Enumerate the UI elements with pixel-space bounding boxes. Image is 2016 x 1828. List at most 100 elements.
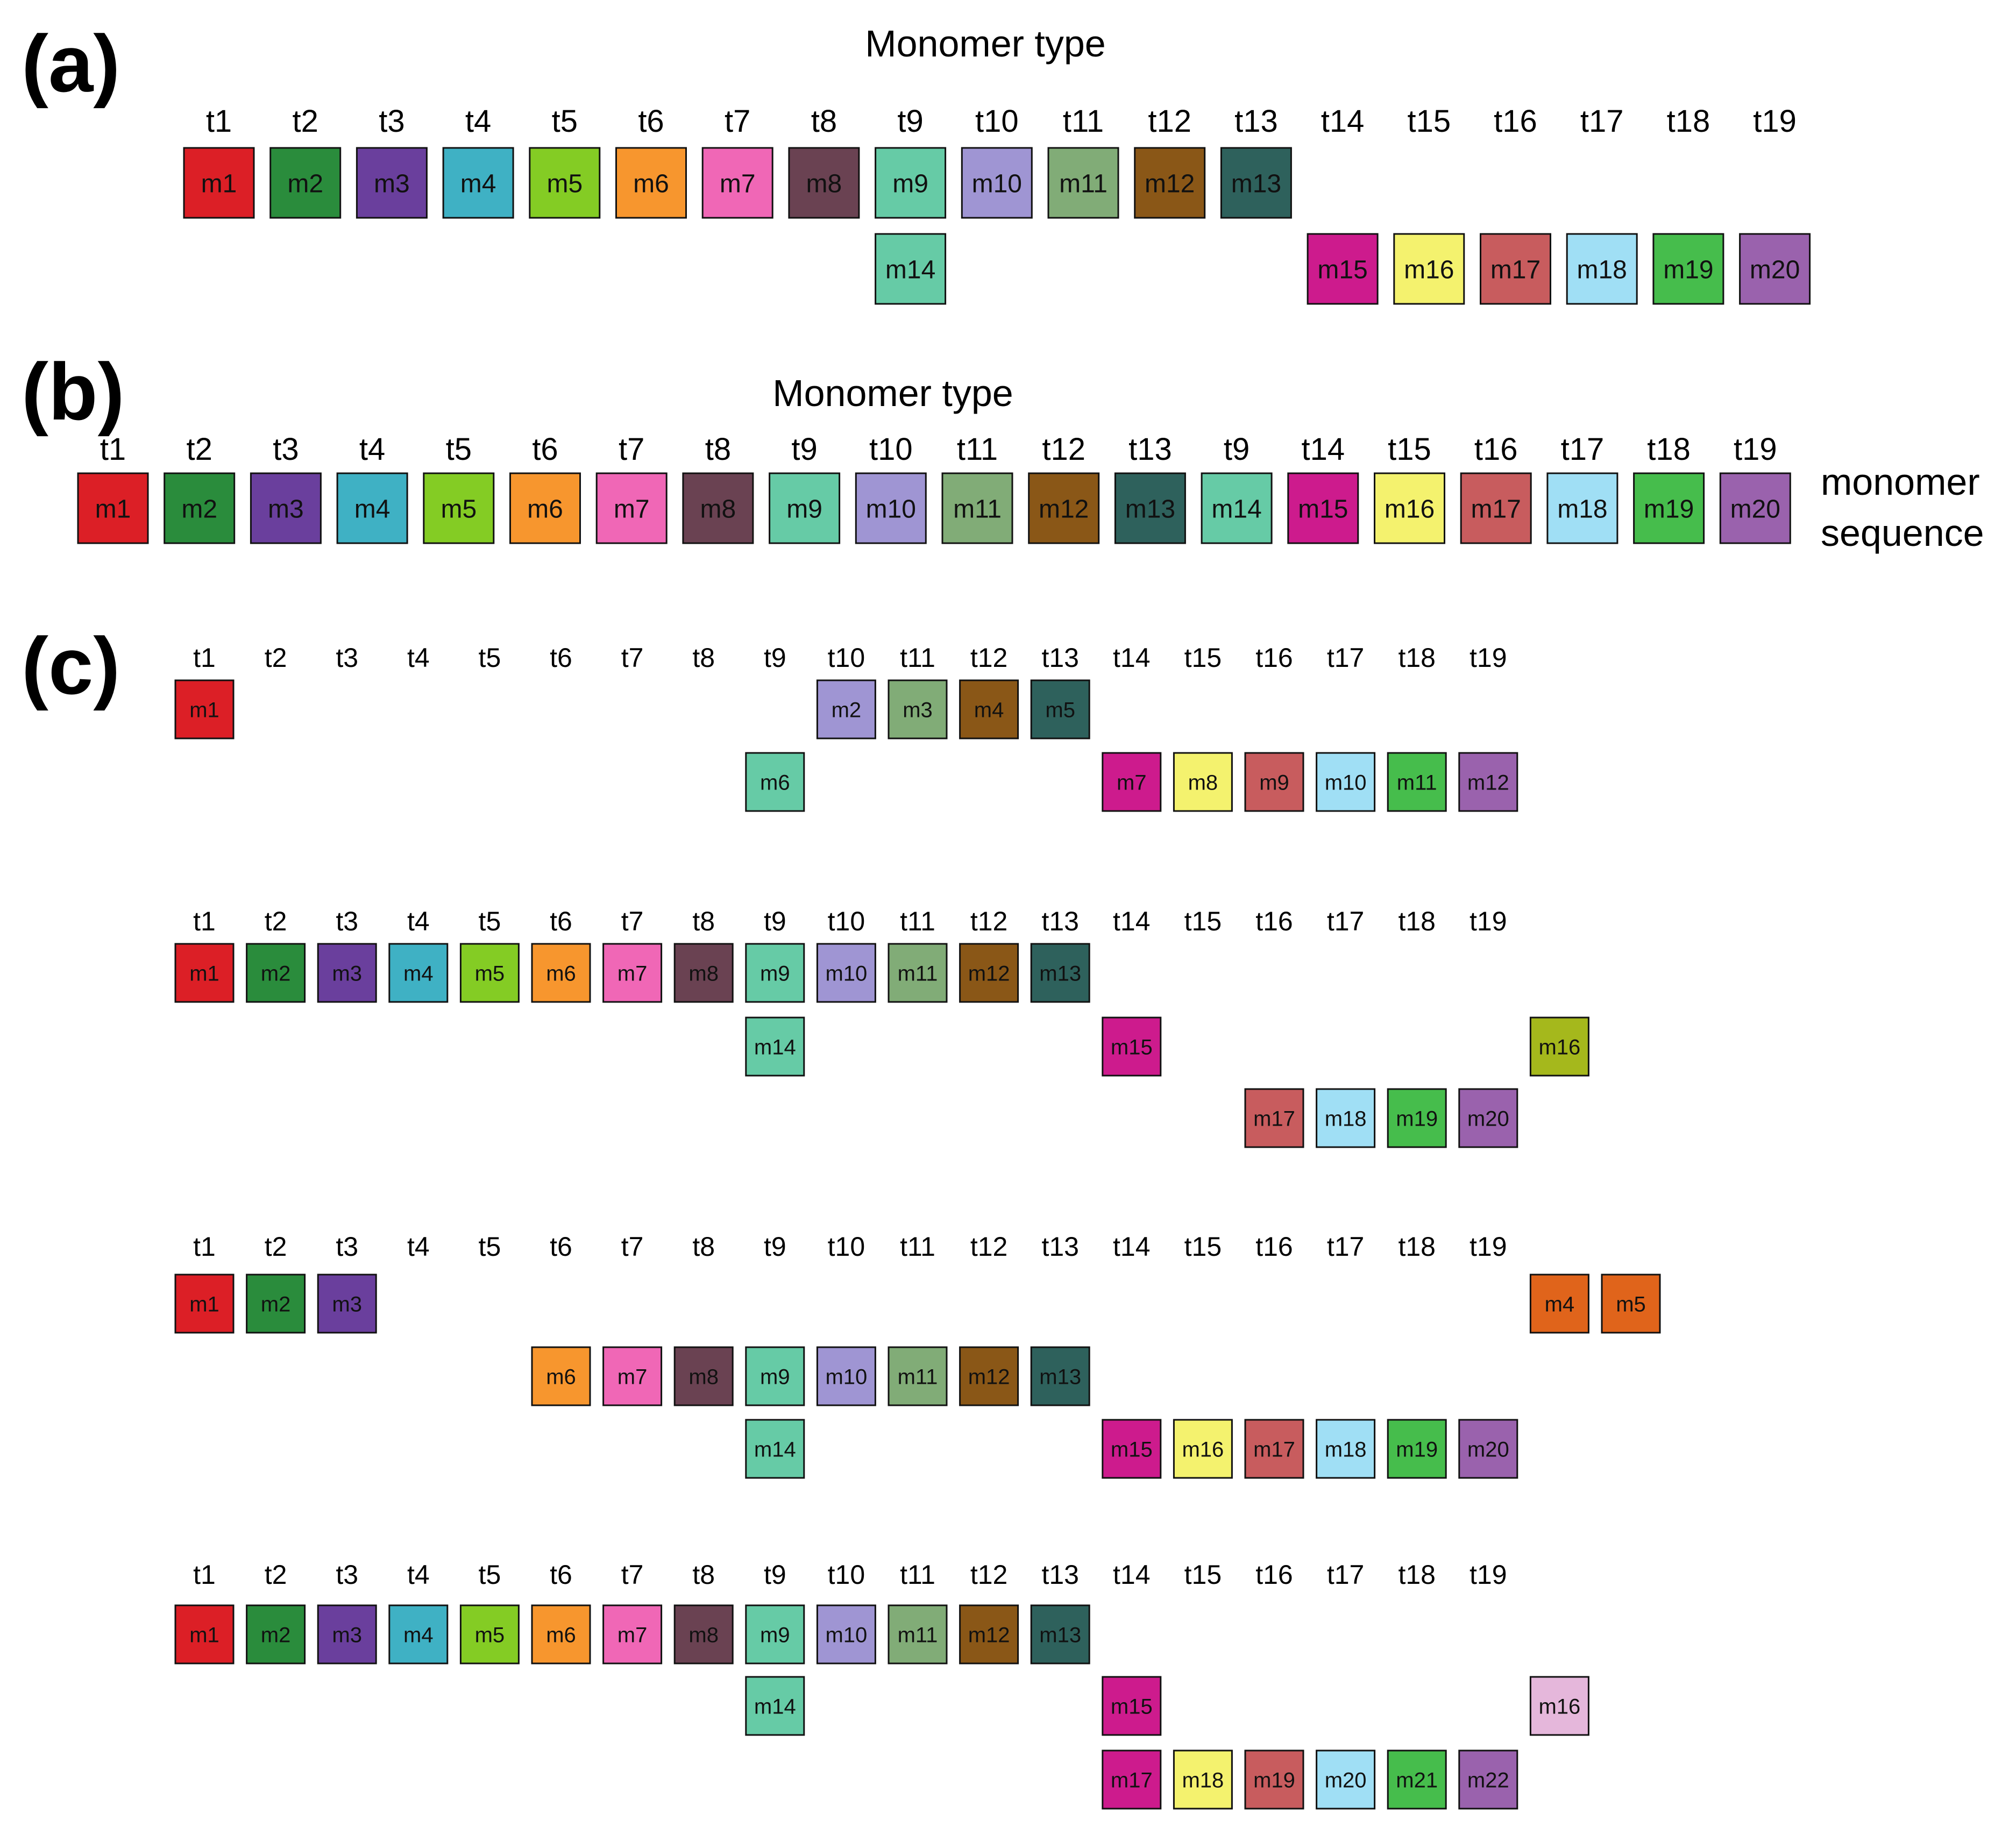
monomer-swatch	[1134, 147, 1206, 219]
monomer-label: m9	[892, 169, 928, 198]
monomer-swatch	[1458, 1419, 1518, 1479]
monomer-swatch	[1244, 1749, 1304, 1810]
monomer-swatch	[336, 472, 408, 544]
monomer-label: m7	[1117, 771, 1147, 794]
type-label: t16	[1255, 643, 1293, 673]
type-label: t8	[705, 432, 731, 467]
monomer-swatch	[1220, 147, 1292, 219]
monomer-label: m7	[720, 169, 756, 198]
type-label: t2	[265, 906, 287, 936]
monomer-label: m13	[1039, 962, 1081, 985]
monomer-box: m8	[673, 1604, 734, 1665]
monomer-swatch	[788, 147, 860, 219]
monomer-box: m11	[888, 1346, 948, 1406]
monomer-label: m7	[614, 495, 650, 523]
type-label: t18	[1667, 104, 1710, 139]
monomer-swatch	[1244, 1088, 1304, 1148]
monomer-swatch	[1393, 233, 1465, 305]
monomer-swatch	[317, 1274, 377, 1334]
monomer-label: m19	[1644, 495, 1694, 523]
monomer-label: m3	[903, 698, 933, 722]
monomer-swatch	[1030, 943, 1090, 1003]
type-label: t18	[1398, 906, 1436, 936]
monomer-label: m11	[1059, 169, 1108, 198]
type-label: t11	[900, 906, 935, 936]
monomer-label: m7	[617, 1365, 648, 1389]
monomer-box: m5	[1030, 679, 1090, 739]
type-label: t4	[465, 104, 491, 139]
monomer-swatch	[1102, 1749, 1162, 1810]
monomer-box: m11	[888, 943, 948, 1003]
monomer-box: m2	[246, 943, 306, 1003]
type-label: t19	[1470, 906, 1507, 936]
monomer-label: m6	[546, 1623, 576, 1647]
monomer-box: m14	[745, 1016, 805, 1077]
monomer-box: m15	[1102, 1419, 1162, 1479]
monomer-box: m1	[174, 679, 235, 739]
monomer-swatch	[246, 1604, 306, 1665]
monomer-label: m9	[760, 962, 790, 985]
monomer-label: m4	[403, 1623, 434, 1647]
monomer-swatch	[682, 472, 754, 544]
type-label: t9	[791, 432, 817, 467]
monomer-label: m15	[1298, 495, 1348, 523]
monomer-swatch	[529, 147, 601, 219]
monomer-swatch	[1633, 472, 1705, 544]
type-label: t5	[479, 906, 501, 936]
monomer-box: m13	[1030, 943, 1090, 1003]
monomer-swatch	[531, 1346, 591, 1406]
type-label: t2	[187, 432, 212, 467]
type-label: t15	[1184, 643, 1222, 673]
monomer-label: m2	[832, 698, 862, 722]
monomer-label: m1	[189, 698, 219, 722]
monomer-box: m15	[1307, 233, 1379, 305]
monomer-swatch	[317, 1604, 377, 1665]
monomer-swatch	[246, 943, 306, 1003]
monomer-label: m15	[1111, 1695, 1153, 1718]
monomer-row: m6 m7 m8 m9 m10 m11 m12	[745, 752, 1518, 812]
monomer-swatch	[183, 147, 255, 219]
monomer-box: m7	[602, 943, 663, 1003]
type-label: t17	[1327, 906, 1365, 936]
monomer-label: m10	[825, 962, 867, 985]
monomer-box: m22	[1458, 1749, 1518, 1810]
monomer-label: m8	[688, 1365, 719, 1389]
type-label: t12	[970, 643, 1008, 673]
monomer-swatch	[855, 472, 927, 544]
monomer-label: m14	[754, 1035, 796, 1059]
monomer-row: m14 m15 m16	[745, 1676, 1589, 1736]
monomer-label: m4	[460, 169, 496, 198]
monomer-swatch	[1719, 472, 1791, 544]
monomer-swatch	[959, 679, 1019, 739]
type-label: t14	[1301, 432, 1345, 467]
type-label: t11	[900, 1232, 935, 1262]
monomer-label: m13	[1231, 169, 1281, 198]
monomer-box: m3	[250, 472, 322, 544]
monomer-label: m8	[688, 962, 719, 985]
type-label: t14	[1113, 643, 1151, 673]
monomer-label: m16	[1404, 255, 1454, 284]
monomer-label: m5	[546, 169, 583, 198]
type-label: t9	[1224, 432, 1250, 467]
monomer-swatch	[1387, 1419, 1447, 1479]
monomer-label: m18	[1577, 255, 1627, 284]
monomer-swatch	[442, 147, 514, 219]
monomer-box: m8	[673, 1346, 734, 1406]
monomer-label: m1	[95, 495, 131, 523]
monomer-label: m12	[968, 962, 1010, 985]
type-label: t17	[1327, 1232, 1365, 1262]
type-label: t5	[446, 432, 472, 467]
monomer-box: m14	[1201, 472, 1273, 544]
monomer-swatch	[1114, 472, 1186, 544]
monomer-swatch	[423, 472, 495, 544]
monomer-box: m6	[509, 472, 581, 544]
type-label: t14	[1113, 1232, 1151, 1262]
monomer-label: m3	[332, 1623, 362, 1647]
monomer-label: m2	[261, 962, 291, 985]
type-label-row: t1 t2 t3 t4 t5 t6 t7 t8 t9 t10 t11 t12 t13 t14 t15 t16 t…	[193, 643, 1507, 673]
type-label: t4	[407, 643, 430, 673]
type-label: t6	[550, 1232, 572, 1262]
monomer-box: m2	[269, 147, 342, 219]
monomer-box: m9	[745, 943, 805, 1003]
